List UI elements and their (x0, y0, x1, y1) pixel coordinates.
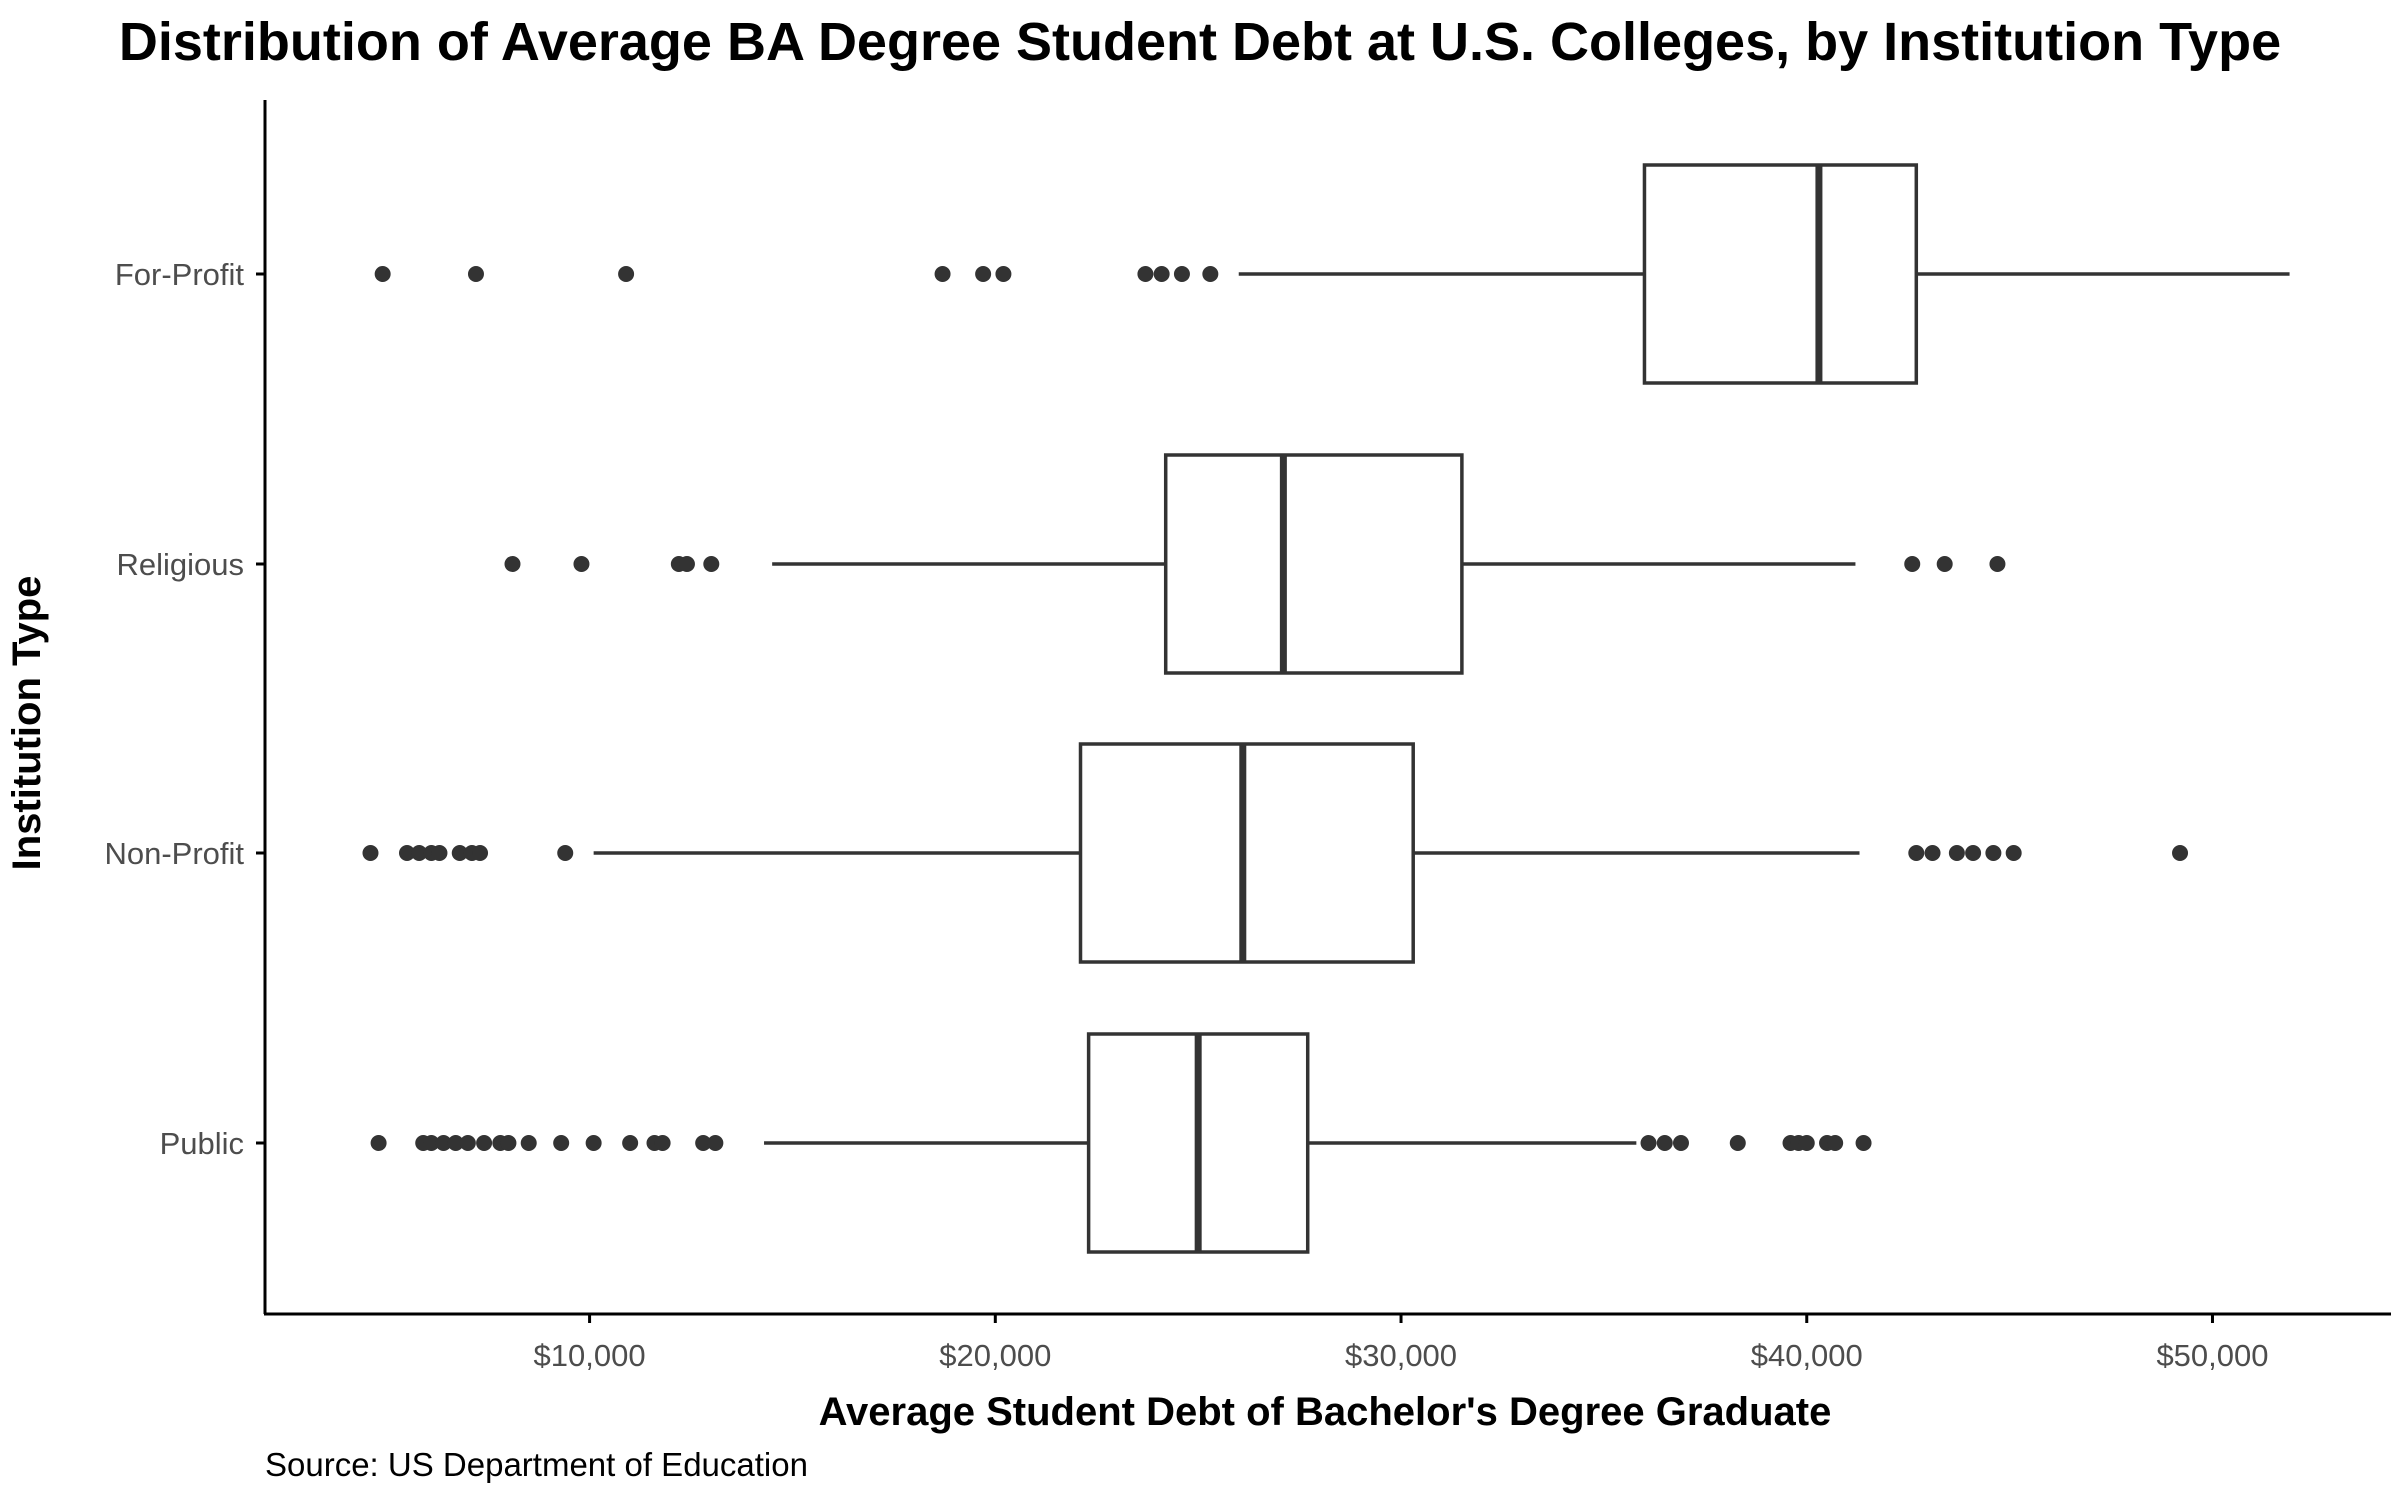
iqr-box (1078, 742, 1415, 964)
outlier-point (553, 1135, 570, 1151)
outlier-point (1672, 1135, 1689, 1151)
outlier-point (1153, 266, 1170, 282)
outlier-point (1936, 556, 1953, 572)
outlier-point (1989, 556, 2006, 572)
outlier-point (1965, 845, 1982, 861)
chart-caption: Source: US Department of Education (265, 1446, 808, 1483)
chart-title: Distribution of Average BA Degree Studen… (119, 12, 2281, 72)
outlier-point (1985, 845, 2002, 861)
outlier-point (934, 266, 951, 282)
outlier-point (467, 266, 484, 282)
y-tick-label: Non-Profit (104, 836, 244, 871)
outlier-point (2172, 845, 2189, 861)
outlier-point (695, 1135, 712, 1151)
outlier-point (1640, 1135, 1657, 1151)
outlier-point (2005, 845, 2022, 861)
x-tick-label: $30,000 (1345, 1338, 1457, 1373)
outlier-point (707, 1135, 724, 1151)
outlier-point (1656, 1135, 1673, 1151)
box-group-for-profit (374, 163, 2290, 385)
y-tick-label: For-Profit (115, 257, 245, 292)
outlier-point (1137, 266, 1154, 282)
y-axis-ticks: For-Profit Religious Non-Profit Public (104, 257, 265, 1161)
outlier-point (476, 1135, 493, 1151)
outlier-point (1729, 1135, 1746, 1151)
outlier-point (362, 845, 379, 861)
outlier-point (557, 845, 574, 861)
outlier-point (703, 556, 720, 572)
outlier-point (451, 845, 468, 861)
y-tick-label: Religious (116, 547, 244, 582)
x-axis-title: Average Student Debt of Bachelor's Degre… (819, 1390, 1832, 1434)
y-tick-label: Public (160, 1126, 244, 1161)
outlier-point (500, 1135, 517, 1151)
outlier-point (1904, 556, 1921, 572)
box-group-public (370, 1032, 1872, 1254)
outlier-point (1173, 266, 1190, 282)
outlier-point (520, 1135, 537, 1151)
outlier-point (1908, 845, 1925, 861)
outlier-point (1202, 266, 1219, 282)
outlier-point (585, 1135, 602, 1151)
outlier-point (472, 845, 489, 861)
outlier-point (423, 1135, 440, 1151)
iqr-box (1642, 163, 1919, 385)
outlier-point (370, 1135, 387, 1151)
outlier-point (1924, 845, 1941, 861)
box-group-religious (504, 453, 2006, 675)
outlier-point (504, 556, 521, 572)
x-tick-label: $40,000 (1751, 1338, 1863, 1373)
box-group-non-profit (362, 742, 2189, 964)
outlier-point (678, 556, 695, 572)
outlier-point (573, 556, 590, 572)
iqr-box (1163, 453, 1464, 675)
outlier-point (1855, 1135, 1872, 1151)
outlier-point (975, 266, 992, 282)
outlier-point (459, 1135, 476, 1151)
outlier-point (411, 845, 428, 861)
x-tick-label: $10,000 (534, 1338, 646, 1373)
outlier-point (654, 1135, 671, 1151)
outlier-point (447, 1135, 464, 1151)
outlier-point (622, 1135, 639, 1151)
x-tick-label: $50,000 (2156, 1338, 2268, 1373)
outlier-point (995, 266, 1012, 282)
y-axis-title: Institution Type (5, 576, 49, 871)
outlier-point (1948, 845, 1965, 861)
outlier-point (374, 266, 391, 282)
plot-area (362, 163, 2290, 1254)
outlier-point (435, 1135, 452, 1151)
outlier-point (1798, 1135, 1815, 1151)
outlier-point (399, 845, 416, 861)
x-axis-ticks: $10,000 $20,000 $30,000 $40,000 $50,000 (534, 1314, 2269, 1373)
x-tick-label: $20,000 (939, 1338, 1051, 1373)
outlier-point (431, 845, 448, 861)
outlier-point (1827, 1135, 1844, 1151)
outlier-point (618, 266, 635, 282)
